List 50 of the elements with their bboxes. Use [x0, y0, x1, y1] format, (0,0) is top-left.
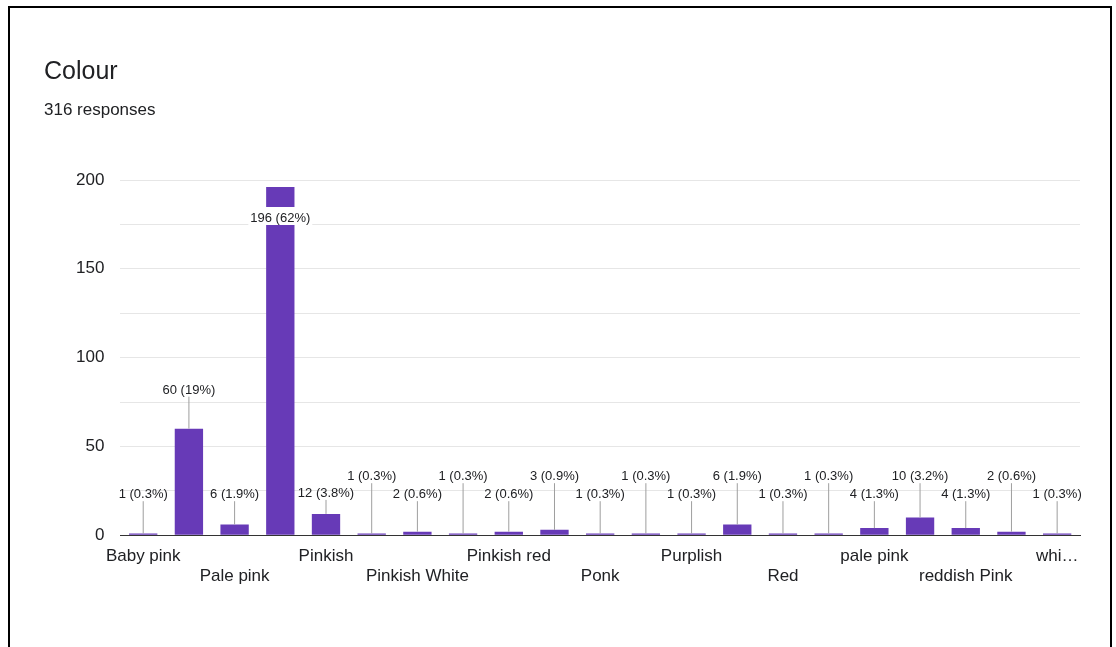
y-tick-label: 0 — [94, 524, 105, 544]
x-tick-label: Pinkish red — [466, 546, 551, 566]
x-tick-label: Pinkish White — [365, 566, 469, 586]
bar — [540, 529, 569, 535]
data-label: 4 (1.3%) — [849, 486, 899, 502]
x-tick-label: Pale pink — [199, 566, 271, 586]
bar — [905, 517, 935, 535]
data-label: 10 (3.2%) — [891, 468, 949, 484]
data-label: 2 (0.6%) — [392, 486, 442, 502]
data-label: 1 (0.3%) — [575, 486, 625, 502]
chart-subtitle: 316 responses — [44, 100, 156, 120]
data-label: 2 (0.6%) — [986, 468, 1037, 484]
data-label: 1 (0.3%) — [1032, 486, 1082, 502]
x-tick-label: Red — [767, 566, 799, 586]
bar — [174, 428, 204, 535]
data-label: 196 (62%) — [250, 210, 311, 226]
bar — [951, 528, 980, 535]
data-label: 1 (0.3%) — [621, 468, 671, 484]
y-tick-label: 100 — [75, 347, 105, 367]
bar — [220, 524, 249, 535]
bar — [997, 531, 1026, 535]
chart-title: Colour — [44, 56, 118, 85]
x-tick-label: Pinkish — [298, 546, 354, 566]
bar — [494, 531, 523, 535]
x-tick-label: Ponk — [580, 566, 621, 586]
y-tick-label: 150 — [75, 258, 105, 278]
data-label: 1 (0.3%) — [118, 486, 168, 502]
data-label: 60 (19%) — [162, 381, 216, 397]
data-label: 1 (0.3%) — [667, 486, 717, 502]
y-tick-label: 200 — [75, 169, 105, 189]
data-label: 2 (0.6%) — [484, 486, 534, 502]
bar — [723, 524, 752, 535]
data-label: 6 (1.9%) — [712, 468, 762, 484]
data-label: 4 (1.3%) — [941, 486, 991, 502]
x-tick-label: pale pink — [840, 546, 909, 566]
data-label: 1 (0.3%) — [804, 468, 854, 484]
data-label: 1 (0.3%) — [758, 486, 808, 502]
bar — [403, 531, 432, 535]
data-label: 12 (3.8%) — [297, 484, 355, 500]
data-label: 1 (0.3%) — [438, 468, 488, 484]
x-tick-label: Baby pink — [105, 546, 182, 566]
bar — [311, 513, 341, 535]
bar — [860, 528, 889, 535]
data-label: 1 (0.3%) — [347, 468, 397, 484]
x-tick-label: Purplish — [660, 546, 723, 566]
data-label: 3 (0.9%) — [529, 468, 580, 484]
x-tick-label: reddish Pink — [918, 566, 1014, 586]
y-tick-label: 50 — [85, 436, 105, 456]
data-label: 6 (1.9%) — [210, 486, 260, 502]
x-tick-label: whi… — [1034, 546, 1079, 566]
